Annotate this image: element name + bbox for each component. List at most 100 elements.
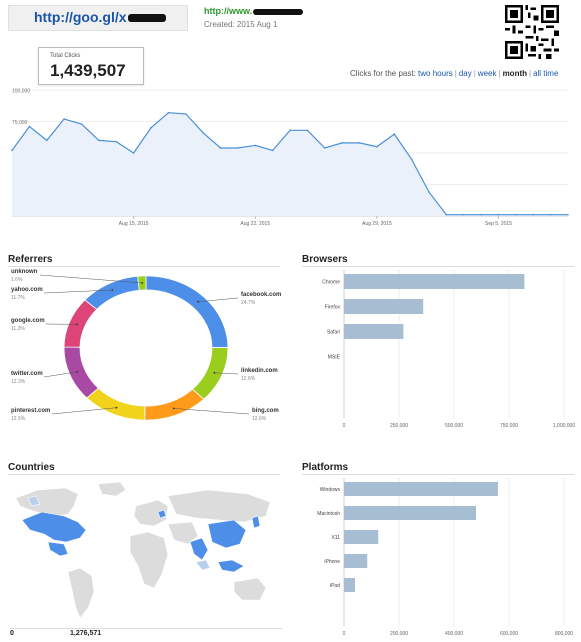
referrer-pct: 12.6% <box>252 416 267 422</box>
x-tick-label: 0 <box>343 423 346 429</box>
mexico-region <box>47 541 69 557</box>
x-tick-label: 600,000 <box>500 631 518 637</box>
bar-label: iPhone <box>324 559 340 565</box>
referrer-label: unknown <box>11 269 38 275</box>
data-point <box>98 139 100 142</box>
donut-slice-pinterest-com <box>86 387 146 421</box>
leader-dot <box>76 323 78 326</box>
referrer-pct: 12.5% <box>11 416 26 422</box>
map-legend-bar <box>10 628 282 629</box>
countries-title: Countries <box>8 462 55 473</box>
middle-east-region <box>167 521 199 545</box>
leader-dot <box>141 282 144 284</box>
data-point <box>80 123 83 125</box>
map-legend-max: 1,276,571 <box>70 630 102 637</box>
bar-safari <box>344 324 404 339</box>
bar-x11 <box>344 530 379 544</box>
australia-region <box>233 577 267 601</box>
data-point <box>497 213 500 216</box>
divider <box>302 474 574 475</box>
period-day[interactable]: day <box>458 69 472 78</box>
x-tick-label: 0 <box>343 631 346 637</box>
total-clicks-value: 1,439,507 <box>50 61 126 80</box>
south-america-region <box>67 567 95 619</box>
period-week[interactable]: week <box>477 69 497 78</box>
referrers-donut-chart: facebook.com 24.7% linkedin.com 12.6% bing.c… <box>11 269 281 422</box>
donut-slice-facebook-com <box>145 275 229 348</box>
data-point <box>63 118 65 120</box>
data-point <box>202 132 204 134</box>
data-point <box>45 139 48 142</box>
x-tick-label: 500,000 <box>445 423 463 429</box>
world-map[interactable] <box>8 476 283 624</box>
x-tick-label: 200,000 <box>390 631 408 637</box>
long-url[interactable]: http://www. <box>204 6 304 16</box>
referrers-title: Referrers <box>8 254 53 265</box>
bar-label: Macintosh <box>317 511 340 517</box>
area-fill <box>12 112 568 216</box>
leader-dot <box>213 371 216 374</box>
platforms-bar-chart: 0 200,000 400,000 600,000 800,000 Windows Maci… <box>317 478 573 637</box>
southeast-asia-region <box>195 559 211 571</box>
data-point <box>11 149 13 152</box>
short-url-link[interactable]: http://goo.gl/x <box>34 9 166 25</box>
platforms-title: Platforms <box>302 462 349 473</box>
bar-ipad <box>344 578 355 592</box>
data-point <box>393 133 396 135</box>
leader-dot <box>111 289 114 291</box>
referrer-pct: 11.7% <box>11 295 25 301</box>
data-point <box>358 142 361 144</box>
total-clicks-card <box>38 47 144 85</box>
bar-label: iPad <box>330 583 340 589</box>
qr-code-icon[interactable] <box>505 5 559 59</box>
leader-line <box>51 407 117 415</box>
donut-slice-twitter-com <box>63 346 99 399</box>
donut-slice-yahoo-com <box>84 275 140 310</box>
data-point <box>28 125 31 128</box>
donut-slice-google-com <box>63 299 98 348</box>
period-all-time[interactable]: all time <box>533 69 559 78</box>
china-region <box>207 519 247 549</box>
bar-iphone <box>344 554 368 568</box>
europe-region <box>133 499 169 527</box>
referrer-label: yahoo.com <box>11 287 43 293</box>
data-point <box>341 142 343 144</box>
x-tick-label: 250,000 <box>390 423 408 429</box>
leader-line <box>173 408 250 415</box>
data-point <box>271 149 274 152</box>
period-two-hours[interactable]: two hours <box>418 69 453 78</box>
bar-label: Chrome <box>322 280 340 286</box>
data-point <box>428 191 430 193</box>
data-point <box>150 127 152 129</box>
alaska-region <box>27 495 41 507</box>
data-point <box>254 144 257 147</box>
y-tick-label: 75,000 <box>12 120 28 126</box>
bar-label: Firefox <box>325 305 341 311</box>
data-point <box>410 158 413 161</box>
map-legend-min: 0 <box>10 630 14 637</box>
referrer-label: pinterest.com <box>11 408 50 414</box>
leader-dot <box>172 407 175 410</box>
data-point <box>549 213 552 216</box>
divider <box>302 266 574 267</box>
period-month[interactable]: month <box>502 69 527 78</box>
japan-region <box>251 515 261 529</box>
greenland-canada-region <box>15 487 79 517</box>
browsers-bar-chart: 0 250,000 500,000 750,000 1,000,000 Chrome Fir… <box>322 270 575 429</box>
data-point <box>445 213 448 216</box>
data-point <box>462 213 465 216</box>
bar-chrome <box>344 274 525 289</box>
leader-dot <box>76 370 79 373</box>
leader-line <box>39 274 143 284</box>
referrer-pct: 24.7% <box>241 300 256 306</box>
referrer-label: twitter.com <box>11 371 43 377</box>
data-point <box>567 213 569 216</box>
x-tick-label: 1,000,000 <box>553 423 575 429</box>
bar-label: MSIE <box>328 355 341 361</box>
data-point <box>323 147 326 149</box>
leader-line <box>198 297 239 303</box>
greenland-region <box>97 481 127 497</box>
x-tick-label: Sep 5, 2015 <box>485 221 512 227</box>
x-tick-label: Aug 22, 2015 <box>240 221 270 227</box>
